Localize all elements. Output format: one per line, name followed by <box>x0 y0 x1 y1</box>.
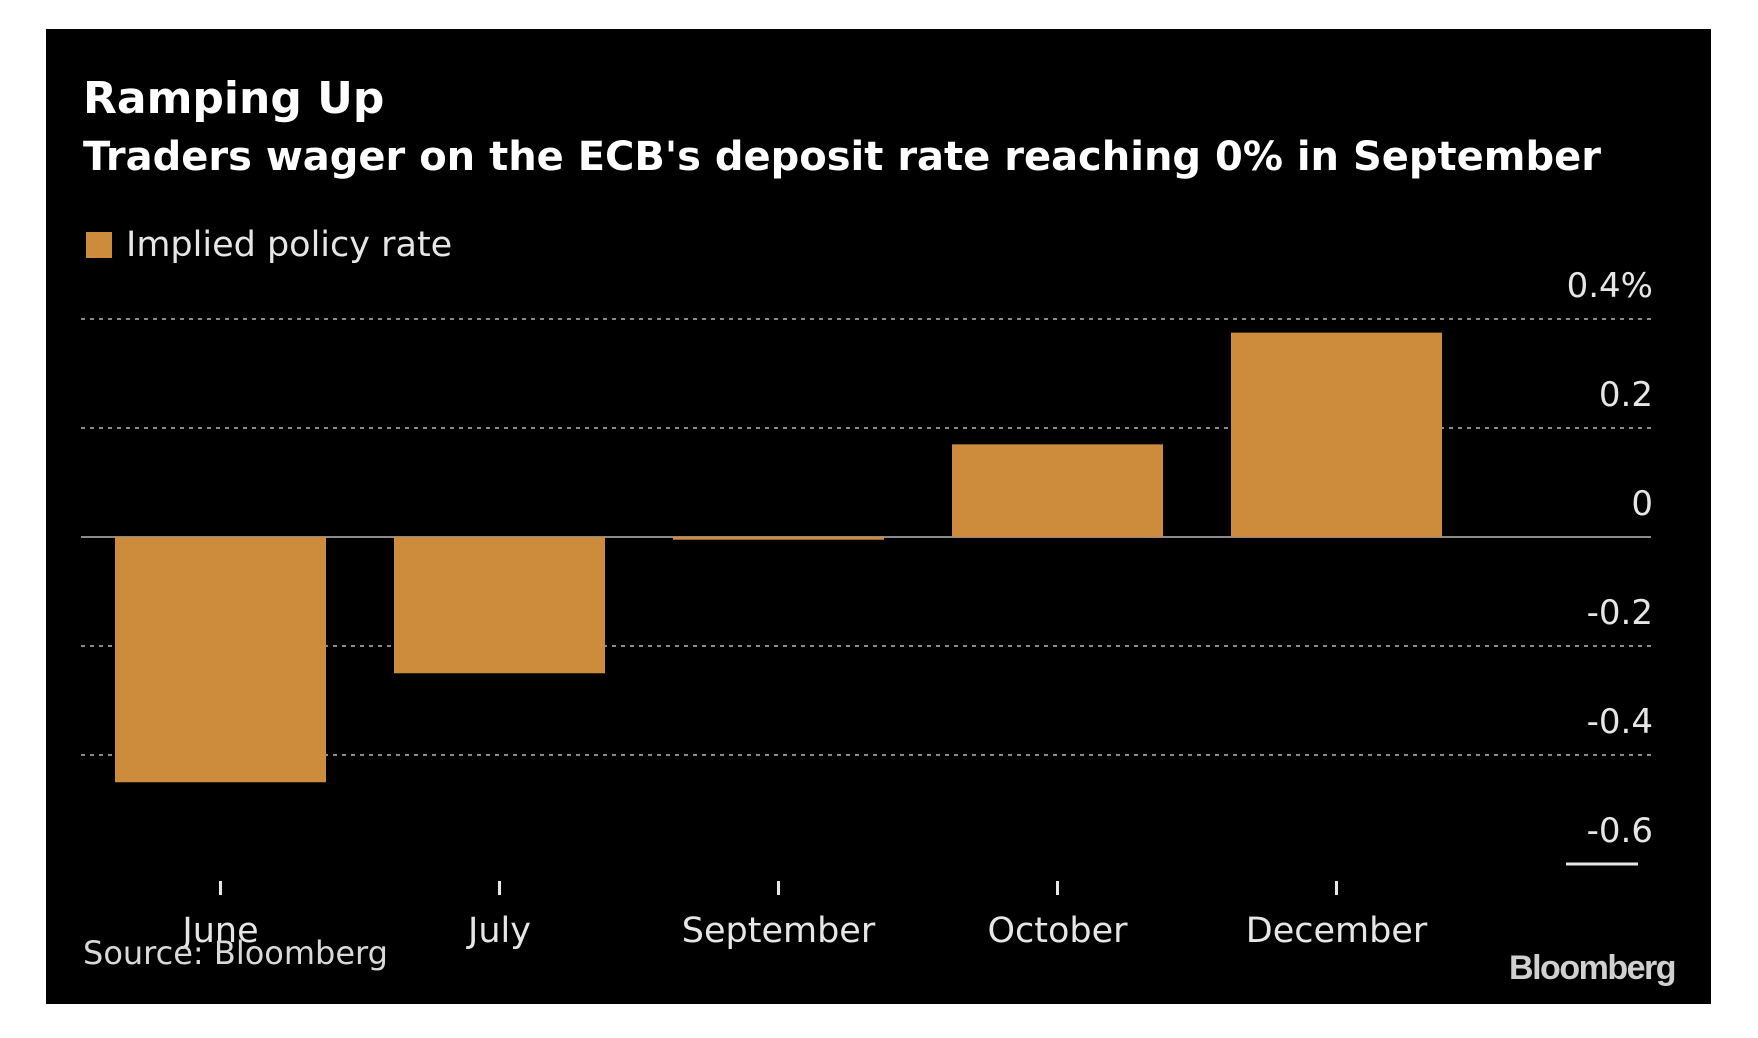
y-tick-label: -0.2 <box>1587 593 1653 633</box>
bar-chart: 0.4% 0.2 0 -0.2 -0.4 -0.6 June July September Oc… <box>81 266 1653 951</box>
x-tick-label: June <box>180 911 258 951</box>
x-tick-label: December <box>1246 911 1428 951</box>
y-tick-label: 0.4% <box>1567 266 1653 306</box>
y-tick-label: 0.2 <box>1599 375 1653 415</box>
chart-title: Ramping Up <box>83 73 385 124</box>
bars <box>115 332 1442 783</box>
source-note: Source: Bloomberg <box>83 934 388 972</box>
bar-september <box>673 537 884 540</box>
bar-december <box>1231 332 1442 537</box>
chart-subtitle: Traders wager on the ECB's deposit rate … <box>83 134 1601 180</box>
legend-swatch <box>86 232 112 258</box>
bar-june <box>115 537 326 783</box>
legend-label: Implied policy rate <box>126 225 453 265</box>
bar-october <box>952 444 1163 537</box>
x-tick-label: July <box>466 911 531 951</box>
x-tick-label: October <box>987 911 1128 951</box>
y-axis: 0.4% 0.2 0 -0.2 -0.4 -0.6 <box>1567 266 1653 851</box>
x-tick-label: September <box>682 911 876 951</box>
bar-july <box>394 537 605 674</box>
chart-panel: Ramping Up Traders wager on the ECB's de… <box>46 29 1711 1004</box>
y-tick-label: -0.4 <box>1587 702 1653 742</box>
y-tick-label: -0.6 <box>1587 811 1653 851</box>
x-axis: June July September October December <box>180 881 1428 951</box>
bloomberg-logo: Bloomberg <box>1509 949 1676 987</box>
legend: Implied policy rate <box>86 225 452 265</box>
y-tick-label: 0 <box>1631 484 1653 524</box>
